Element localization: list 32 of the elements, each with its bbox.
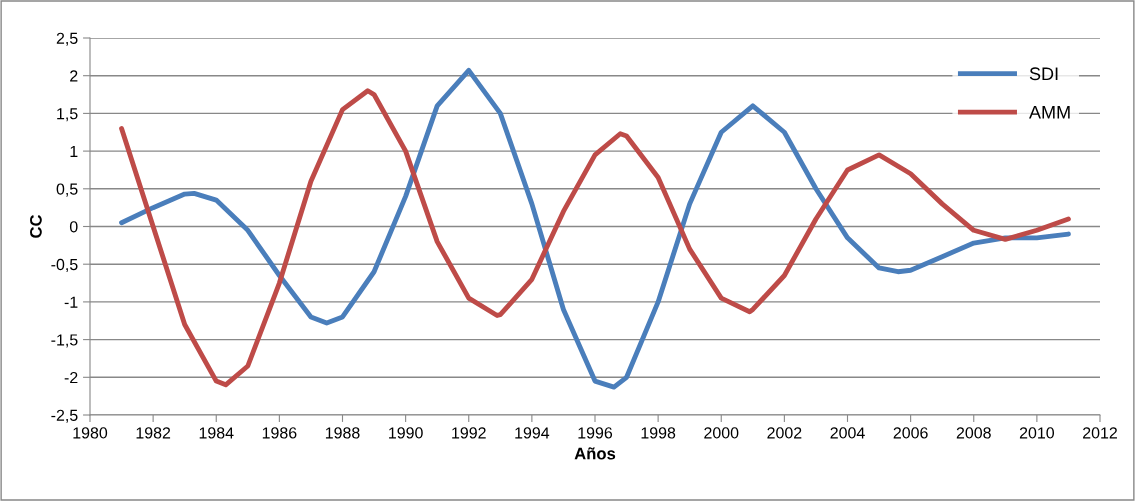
y-tick-label: -0,5 <box>51 258 78 273</box>
x-tick-label: 1996 <box>578 427 613 439</box>
x-axis-title: Años <box>574 447 616 460</box>
x-tick-label: 2008 <box>956 427 991 439</box>
x-tick-label: 2004 <box>830 427 865 439</box>
y-tick-label: 0 <box>69 221 78 233</box>
x-tick-label: 2006 <box>893 427 928 439</box>
legend-label: AMM <box>1029 106 1070 119</box>
y-tick-label: -2,5 <box>51 409 78 423</box>
y-tick-label: -1 <box>64 296 78 308</box>
x-tick-label: 2000 <box>704 427 739 439</box>
y-axis-title: CC <box>30 214 42 238</box>
x-tick-label: 1986 <box>262 427 297 439</box>
x-tick-label: 2012 <box>1083 427 1117 439</box>
x-tick-label: 2010 <box>1019 427 1055 439</box>
y-tick-label: 2 <box>70 70 78 82</box>
x-tick-label: 1988 <box>325 427 360 439</box>
y-tick-label: 0,5 <box>56 183 78 197</box>
x-tick-label: 1992 <box>452 427 486 439</box>
y-tick-label: 1 <box>70 145 78 157</box>
x-tick-label: 1994 <box>515 427 550 439</box>
y-tick-label: 2,5 <box>56 32 78 46</box>
y-tick-label: -2 <box>64 371 78 384</box>
x-tick-label: 1982 <box>136 427 171 439</box>
legend-label: SDI <box>1029 67 1058 81</box>
x-tick-label: 1990 <box>389 427 423 439</box>
x-tick-label: 1980 <box>73 427 108 439</box>
x-tick-label: 1984 <box>199 427 234 439</box>
x-tick-label: 1998 <box>641 427 676 439</box>
y-tick-label: -1,5 <box>51 334 78 348</box>
x-tick-label: 2002 <box>767 427 802 439</box>
y-tick-label: 1,5 <box>57 108 78 122</box>
